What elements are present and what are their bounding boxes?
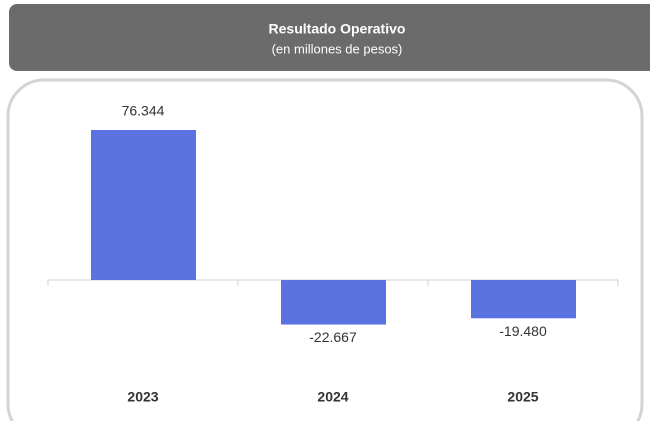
- x-tick-label: 2025: [507, 389, 538, 405]
- bar: [91, 130, 196, 280]
- bar: [281, 280, 386, 325]
- chart-title: Resultado Operativo: [269, 21, 406, 37]
- value-label: -22.667: [309, 329, 357, 345]
- x-tick-label: 2023: [127, 389, 158, 405]
- bar: [471, 280, 576, 319]
- value-label: 76.344: [122, 103, 165, 119]
- x-tick-label: 2024: [317, 389, 348, 405]
- header-bar: [9, 4, 650, 71]
- chart-subtitle: (en millones de pesos): [272, 41, 403, 56]
- value-label: -19.480: [499, 323, 547, 339]
